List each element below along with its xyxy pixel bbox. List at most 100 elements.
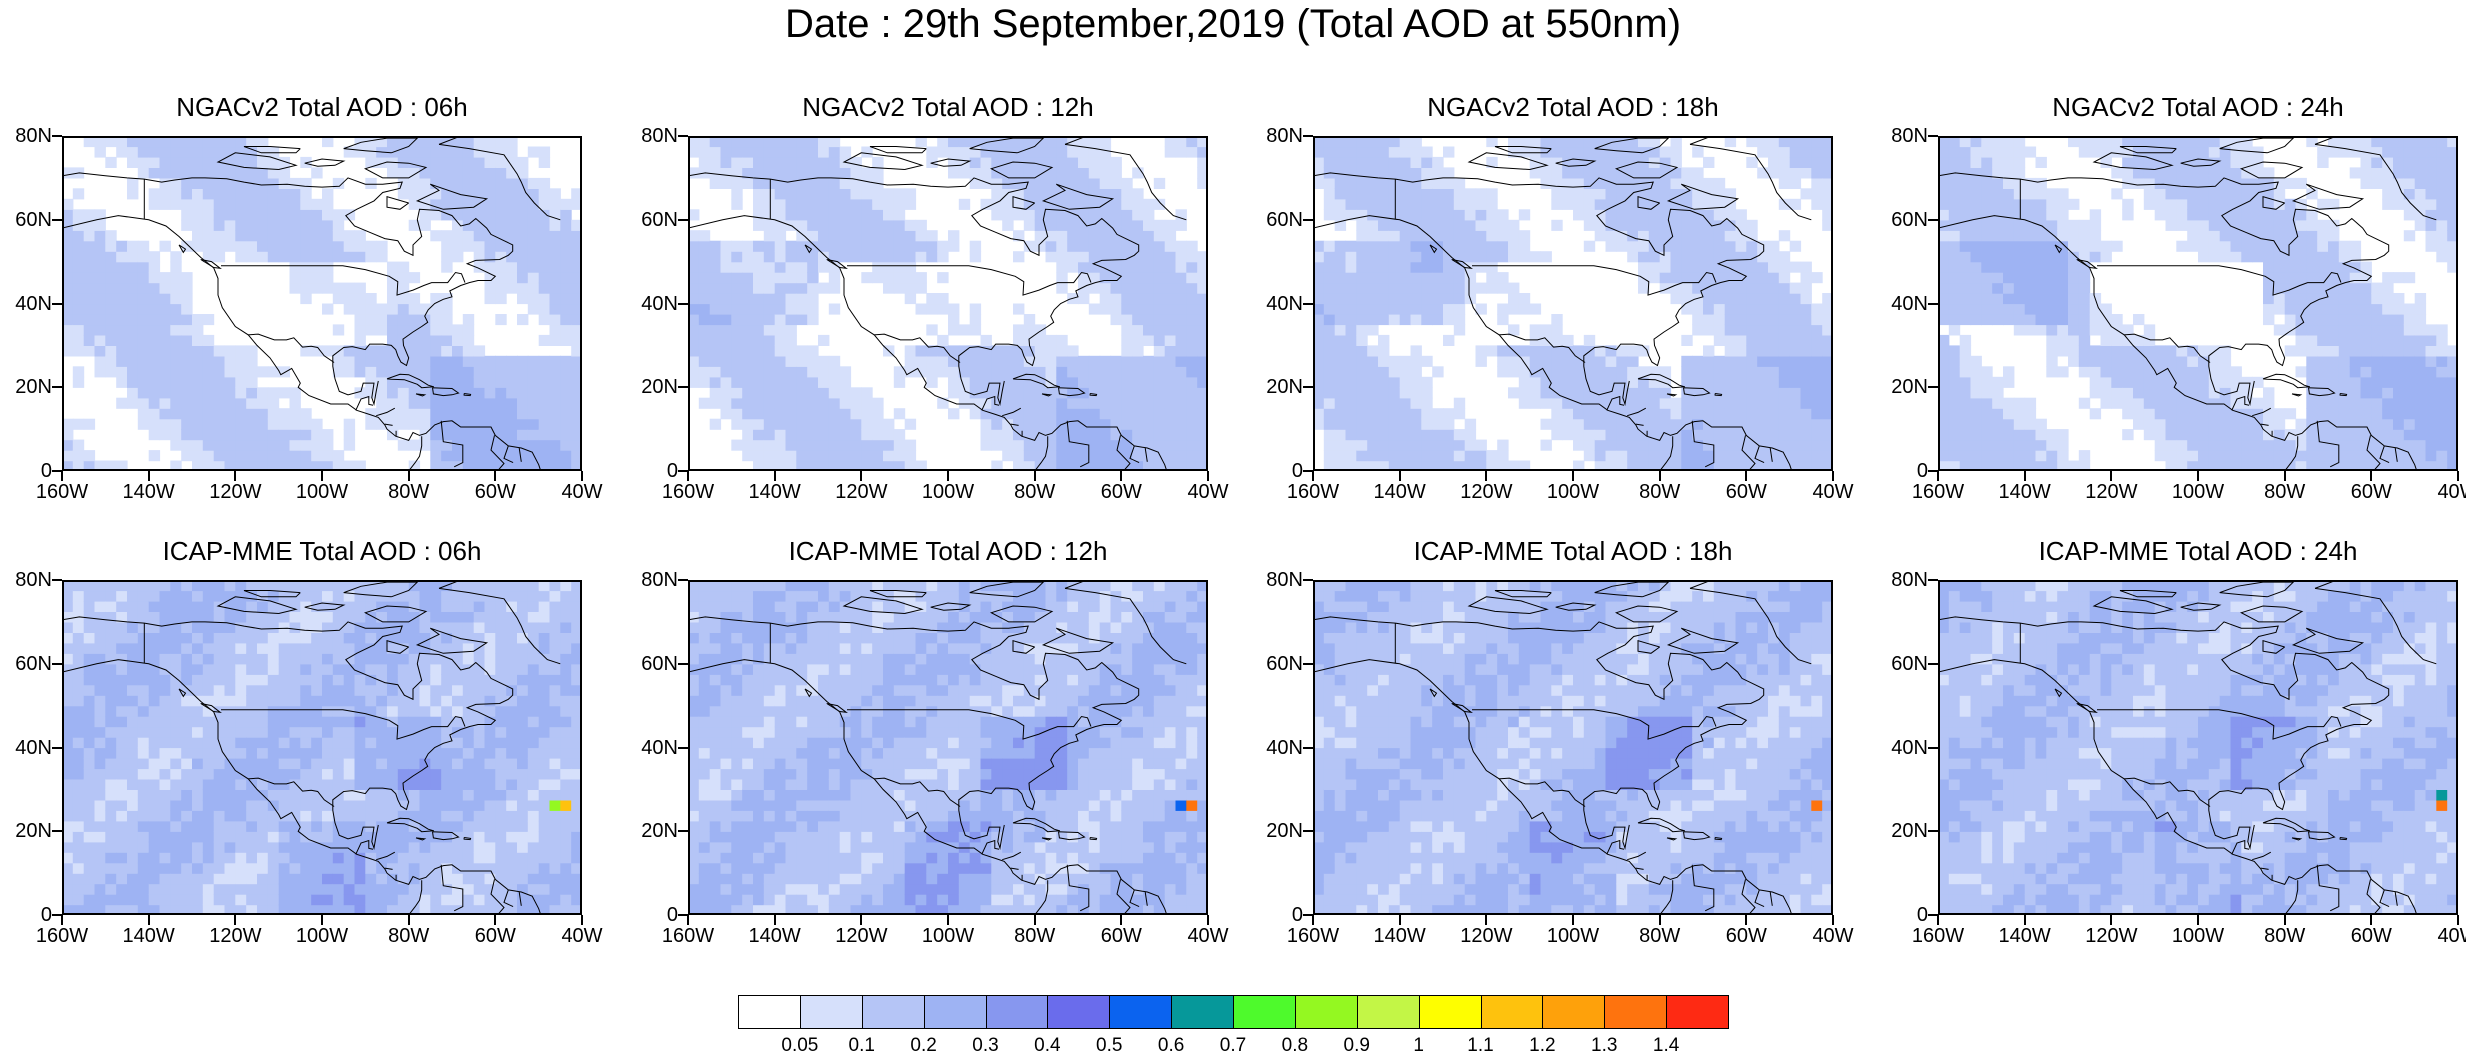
aod-cell (485, 419, 496, 430)
aod-cell (2068, 461, 2079, 470)
aod-cell (2382, 387, 2393, 398)
aod-cell (127, 366, 138, 377)
aod-cell (398, 167, 409, 178)
aod-cell (731, 419, 742, 430)
aod-cell (1508, 461, 1519, 470)
aod-cell (268, 199, 279, 210)
aod-cell (203, 147, 214, 158)
aod-cell (1111, 408, 1122, 419)
aod-cell (894, 429, 905, 440)
aod-cell (1335, 366, 1346, 377)
aod-cell (322, 262, 333, 273)
aod-cell (246, 199, 257, 210)
aod-cell (1981, 461, 1992, 470)
aod-cell (1454, 461, 1465, 470)
aod-cell (2382, 408, 2393, 419)
aod-cell (2176, 419, 2187, 430)
aod-cell (116, 685, 127, 696)
aod-cell (149, 283, 160, 294)
aod-cell (1315, 324, 1324, 335)
aod-cell (1121, 377, 1132, 388)
aod-cell (474, 157, 485, 168)
aod-cell (1497, 241, 1508, 252)
aod-cell (872, 167, 883, 178)
aod-cell (1046, 387, 1057, 398)
aod-cell (2187, 366, 2198, 377)
aod-cell (116, 800, 127, 811)
aod-cell (1660, 241, 1671, 252)
aod-cell (398, 387, 409, 398)
aod-cell (355, 461, 366, 470)
aod-cell (2426, 147, 2437, 158)
aod-cell (2382, 429, 2393, 440)
aod-cell (1078, 230, 1089, 241)
aod-cell (149, 345, 160, 356)
aod-cell (550, 461, 561, 470)
aod-cell (2025, 262, 2036, 273)
aod-cell (2166, 138, 2177, 147)
aod-cell (1627, 429, 1638, 440)
aod-cell (105, 873, 116, 884)
aod-cell (1790, 335, 1801, 346)
aod-cell (883, 283, 894, 294)
aod-cell (1981, 304, 1992, 315)
aod-cell (1356, 314, 1367, 325)
aod-cell (1971, 314, 1982, 325)
aod-cell (160, 188, 171, 199)
aod-cell (2436, 335, 2447, 346)
aod-cell (344, 251, 355, 262)
aod-cell (1176, 272, 1187, 283)
aod-cell (1801, 272, 1812, 283)
aod-cell (160, 611, 171, 622)
aod-cell (1541, 251, 1552, 262)
aod-cell (116, 632, 127, 643)
aod-cell (2317, 387, 2328, 398)
aod-cell (138, 706, 149, 717)
aod-cell (2003, 304, 2014, 315)
aod-cell (1949, 199, 1960, 210)
aod-cell (214, 230, 225, 241)
aod-cell (753, 293, 764, 304)
aod-cell (2014, 283, 2025, 294)
aod-cell (64, 737, 73, 748)
aod-cell (1100, 241, 1111, 252)
aod-cell (753, 387, 764, 398)
aod-cell (485, 241, 496, 252)
aod-cell (1367, 147, 1378, 158)
aod-cell (73, 283, 84, 294)
aod-cell (95, 138, 106, 147)
aod-cell (84, 272, 95, 283)
aod-cell (916, 220, 927, 231)
aod-cell (73, 335, 84, 346)
aod-cell (235, 241, 246, 252)
aod-cell (1703, 241, 1714, 252)
aod-cell (2101, 387, 2112, 398)
aod-cell (1779, 314, 1790, 325)
aod-cell (883, 429, 894, 440)
aod-cell (2144, 387, 2155, 398)
aod-cell (861, 241, 872, 252)
aod-cell (517, 366, 528, 377)
aod-cell (1056, 251, 1067, 262)
aod-cell (474, 178, 485, 189)
aod-cell (710, 335, 721, 346)
aod-cell (116, 664, 127, 675)
aod-cell (430, 304, 441, 315)
aod-cell (1627, 345, 1638, 356)
aod-cell (160, 727, 171, 738)
aod-cell (1389, 199, 1400, 210)
aod-cell (1143, 230, 1154, 241)
aod-cell (775, 272, 786, 283)
aod-cell (571, 345, 580, 356)
aod-cell (2404, 199, 2415, 210)
aod-cell (1143, 262, 1154, 273)
aod-cell (1432, 241, 1443, 252)
aod-cell (2426, 167, 2437, 178)
aod-cell (1822, 356, 1831, 367)
aod-cell (506, 199, 517, 210)
aod-cell (1067, 230, 1078, 241)
aod-cell (2101, 345, 2112, 356)
aod-cell (1324, 178, 1335, 189)
aod-cell (829, 178, 840, 189)
aod-cell (1940, 157, 1949, 168)
